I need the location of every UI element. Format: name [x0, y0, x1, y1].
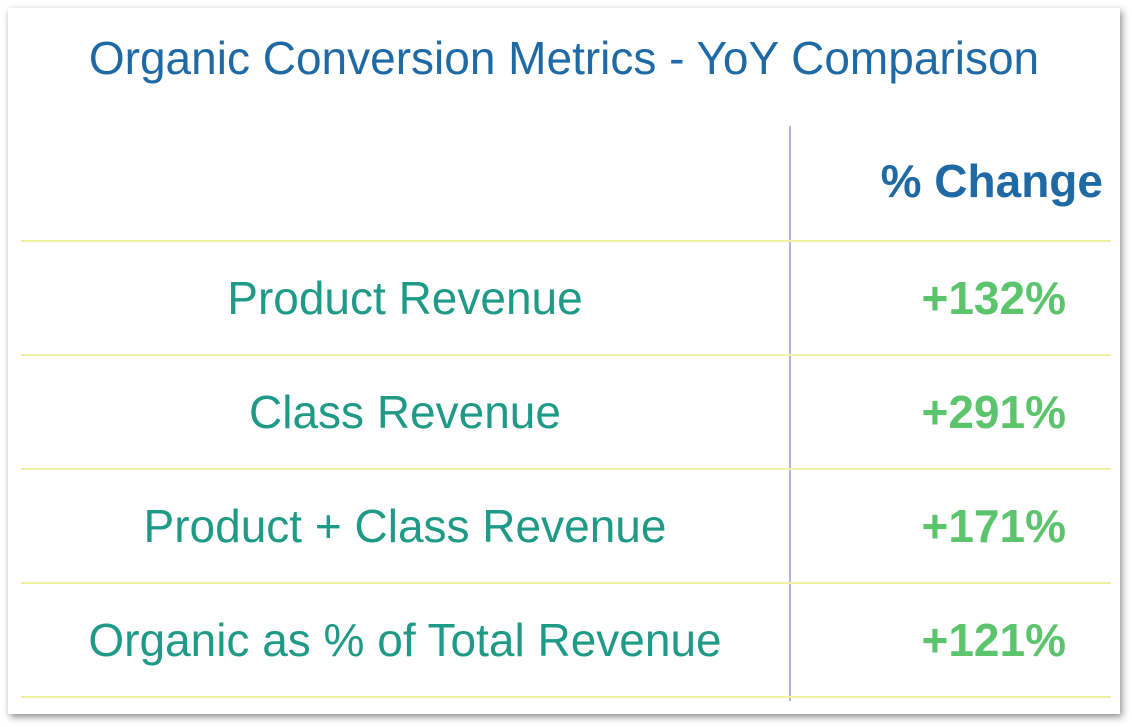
column-divider — [789, 126, 791, 701]
row-divider — [21, 354, 1111, 356]
row-value: +121% — [921, 614, 1066, 666]
metrics-table-card: Organic Conversion Metrics - YoY Compari… — [8, 8, 1120, 714]
row-label: Organic as % of Total Revenue — [88, 614, 722, 666]
row-value: +291% — [921, 386, 1066, 438]
table-row: Organic as % of Total Revenue +121% — [21, 584, 1111, 696]
row-label: Class Revenue — [249, 386, 561, 438]
row-value: +132% — [921, 272, 1066, 324]
row-divider — [21, 468, 1111, 470]
column-header-percent-change: % Change — [880, 155, 1103, 207]
table-row: Product + Class Revenue +171% — [21, 470, 1111, 582]
row-label: Product + Class Revenue — [143, 500, 667, 552]
row-label: Product Revenue — [227, 272, 583, 324]
table-title: Organic Conversion Metrics - YoY Compari… — [88, 32, 1040, 84]
table-row: Product Revenue +132% — [21, 242, 1111, 354]
row-value: +171% — [921, 500, 1066, 552]
table-row: Class Revenue +291% — [21, 356, 1111, 468]
row-divider — [21, 696, 1111, 698]
row-divider — [21, 240, 1111, 242]
row-divider — [21, 582, 1111, 584]
